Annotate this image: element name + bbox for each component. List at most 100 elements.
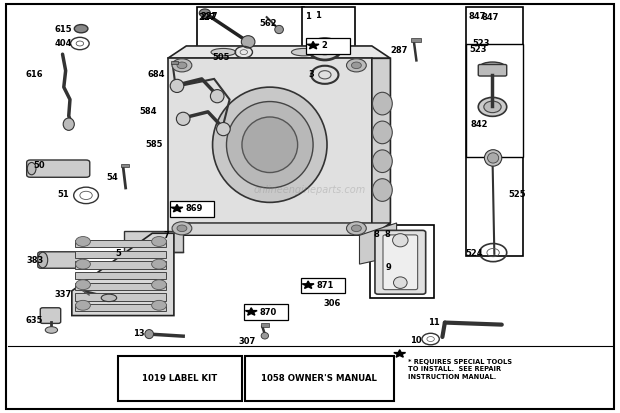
- Circle shape: [76, 300, 91, 310]
- Text: 5: 5: [115, 249, 122, 259]
- Polygon shape: [394, 350, 405, 357]
- Ellipse shape: [394, 277, 407, 288]
- Text: 1: 1: [305, 12, 311, 21]
- Text: 287: 287: [391, 46, 408, 55]
- Text: 635: 635: [25, 316, 43, 325]
- Text: 525: 525: [508, 190, 526, 199]
- Text: 11: 11: [428, 318, 440, 327]
- Text: 584: 584: [139, 107, 157, 116]
- Polygon shape: [303, 281, 314, 288]
- Ellipse shape: [74, 24, 88, 33]
- Circle shape: [172, 59, 192, 72]
- Bar: [301, 278, 345, 293]
- Text: 847: 847: [469, 12, 486, 21]
- Circle shape: [309, 38, 341, 60]
- Bar: [170, 201, 214, 217]
- Text: 9: 9: [386, 263, 391, 272]
- Text: 227: 227: [198, 13, 216, 21]
- Circle shape: [177, 225, 187, 232]
- Polygon shape: [360, 223, 397, 264]
- Text: 505: 505: [212, 52, 229, 62]
- Circle shape: [152, 300, 167, 310]
- Text: 869: 869: [185, 204, 202, 214]
- Ellipse shape: [38, 252, 48, 268]
- Text: 585: 585: [145, 140, 163, 149]
- Text: 3: 3: [309, 70, 314, 79]
- Text: 523: 523: [469, 45, 487, 54]
- Text: 616: 616: [25, 70, 43, 79]
- Ellipse shape: [213, 87, 327, 202]
- Text: 306: 306: [324, 299, 341, 308]
- Bar: [75, 282, 167, 290]
- Ellipse shape: [487, 153, 498, 163]
- Polygon shape: [72, 233, 174, 316]
- Text: 847: 847: [482, 13, 499, 21]
- Bar: [245, 356, 394, 401]
- Polygon shape: [168, 223, 391, 235]
- Ellipse shape: [261, 332, 268, 339]
- Circle shape: [352, 225, 361, 232]
- Text: 404: 404: [55, 39, 72, 48]
- Ellipse shape: [373, 150, 392, 173]
- Bar: [197, 7, 304, 60]
- Polygon shape: [125, 231, 183, 252]
- FancyBboxPatch shape: [27, 160, 90, 177]
- FancyBboxPatch shape: [383, 235, 418, 290]
- Text: 562: 562: [259, 19, 277, 28]
- Bar: [412, 38, 421, 42]
- Ellipse shape: [480, 62, 505, 71]
- Bar: [75, 272, 167, 279]
- Bar: [75, 251, 167, 258]
- Text: 1: 1: [315, 12, 321, 20]
- Text: 227: 227: [200, 12, 218, 21]
- Text: * REQUIRES SPECIAL TOOLS
TO INSTALL.  SEE REPAIR
INSTRUCTION MANUAL.: * REQUIRES SPECIAL TOOLS TO INSTALL. SEE…: [408, 359, 512, 380]
- Polygon shape: [168, 46, 391, 58]
- Text: 842: 842: [471, 120, 488, 129]
- Bar: [466, 44, 523, 157]
- Circle shape: [152, 280, 167, 290]
- Ellipse shape: [484, 101, 501, 113]
- Bar: [466, 7, 523, 256]
- Ellipse shape: [373, 179, 392, 202]
- Ellipse shape: [45, 327, 58, 333]
- Circle shape: [76, 237, 91, 247]
- Ellipse shape: [27, 162, 36, 175]
- Text: 50: 50: [33, 161, 45, 170]
- Bar: [122, 164, 129, 167]
- Ellipse shape: [241, 36, 255, 48]
- Text: 13: 13: [133, 329, 144, 338]
- Polygon shape: [246, 308, 257, 315]
- Text: 870: 870: [259, 308, 277, 317]
- Text: 615: 615: [54, 25, 72, 34]
- Bar: [370, 225, 434, 298]
- Bar: [306, 38, 350, 54]
- Text: 337: 337: [55, 290, 72, 299]
- Circle shape: [76, 280, 91, 290]
- Bar: [75, 261, 167, 268]
- Text: 1058 OWNER'S MANUAL: 1058 OWNER'S MANUAL: [262, 374, 377, 383]
- Ellipse shape: [211, 48, 236, 56]
- Bar: [302, 7, 355, 99]
- Circle shape: [317, 44, 333, 55]
- Text: 307: 307: [238, 337, 255, 346]
- Text: 8: 8: [373, 230, 379, 239]
- Ellipse shape: [373, 92, 392, 115]
- Text: 684: 684: [147, 70, 165, 79]
- Bar: [75, 304, 167, 311]
- Bar: [171, 61, 178, 64]
- Text: 523: 523: [472, 38, 490, 47]
- Text: 7: 7: [163, 231, 169, 240]
- Text: 8: 8: [384, 230, 390, 239]
- Text: onlineengineparts.com: onlineengineparts.com: [254, 185, 366, 195]
- Text: 1019 LABEL KIT: 1019 LABEL KIT: [143, 374, 218, 383]
- Ellipse shape: [170, 79, 184, 93]
- Ellipse shape: [226, 102, 313, 188]
- Bar: [244, 304, 288, 320]
- Text: 871: 871: [316, 281, 334, 290]
- Ellipse shape: [291, 48, 316, 56]
- Ellipse shape: [392, 234, 408, 247]
- Circle shape: [152, 237, 167, 247]
- Polygon shape: [307, 41, 319, 49]
- Circle shape: [152, 259, 167, 269]
- Circle shape: [177, 62, 187, 69]
